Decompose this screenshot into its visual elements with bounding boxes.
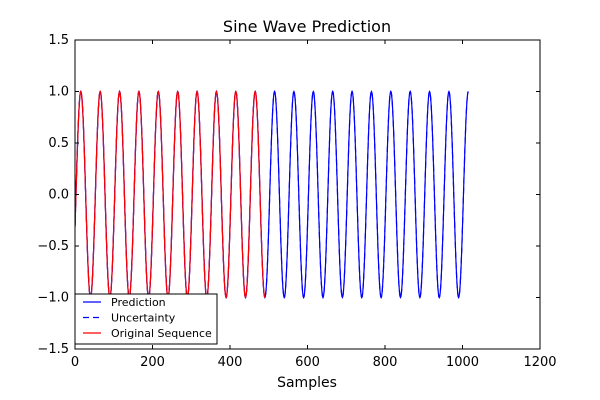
legend: Prediction Uncertainty Original Sequence	[74, 293, 218, 345]
y-tick-label: 0.5	[48, 136, 69, 151]
legend-label: Prediction	[111, 296, 166, 309]
x-tick-label: 600	[295, 355, 320, 370]
x-tick-label: 1200	[523, 355, 556, 370]
y-tick-label: 1.0	[48, 85, 69, 100]
chart-title: Sine Wave Prediction	[223, 17, 391, 36]
ticks-layer: 0 200 400 600 800 1000 1200 −1.5 −1.0 −0.5 0.0 0.5 1…	[37, 33, 556, 370]
x-tick-label: 0	[71, 355, 79, 370]
legend-items: Prediction Uncertainty Original Sequence	[83, 296, 212, 340]
plot-area: 0 200 400 600 800 1000 1200 −1.5 −1.0 −0.5 0.0 0.5 1…	[37, 33, 556, 370]
y-tick-label: 1.5	[48, 33, 69, 48]
x-tick-label: 200	[140, 355, 165, 370]
y-tick-label: −0.5	[37, 239, 69, 254]
y-tick-label: −1.0	[37, 291, 69, 306]
legend-label: Original Sequence	[111, 327, 212, 340]
x-axis-title: Samples	[277, 375, 337, 391]
y-tick-label: 0.0	[48, 188, 69, 203]
x-tick-label: 800	[373, 355, 398, 370]
series-line-original-sequence	[75, 90, 266, 299]
series-layer	[75, 90, 469, 299]
x-tick-label: 400	[218, 355, 243, 370]
y-tick-label: −1.5	[37, 342, 69, 357]
series-line-uncertainty	[75, 90, 469, 299]
legend-label: Uncertainty	[111, 312, 176, 325]
x-tick-label: 1000	[446, 355, 479, 370]
